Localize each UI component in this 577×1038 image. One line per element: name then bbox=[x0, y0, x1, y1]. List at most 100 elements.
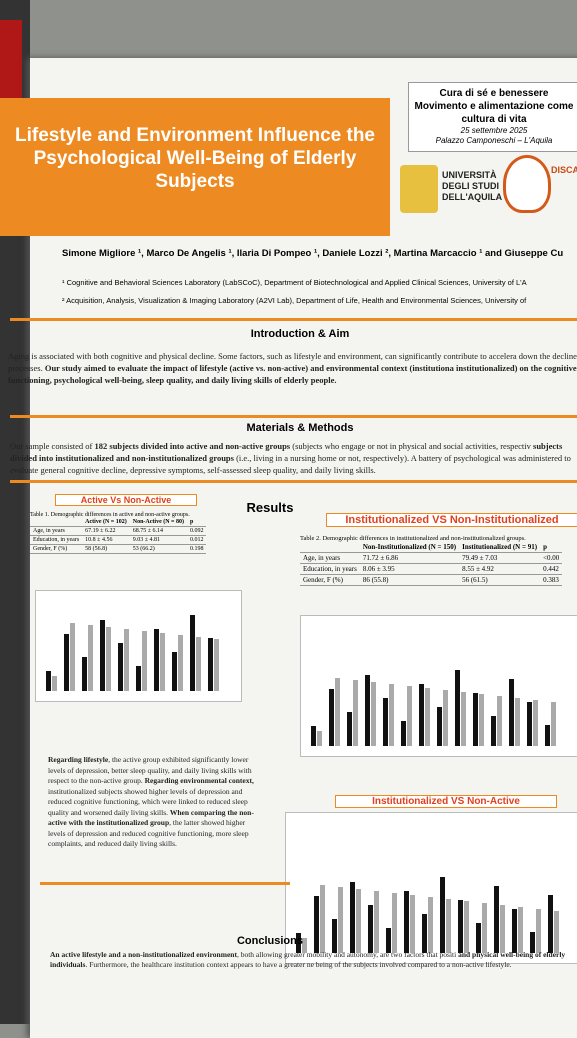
chart-bar bbox=[371, 682, 376, 746]
chart-bar bbox=[335, 678, 340, 746]
text-run: Our study aimed to evaluate the impact o… bbox=[8, 363, 577, 385]
table-cell: 58 (56.8) bbox=[82, 544, 130, 554]
chart-bar bbox=[142, 631, 147, 691]
table-row: Age, in years 71.72 ± 6.86 79.49 ± 7.03 <0.… bbox=[300, 552, 563, 564]
chart-bar bbox=[302, 938, 307, 953]
table-cell: 79.49 ± 7.03 bbox=[459, 552, 541, 564]
event-line: cultura di vita bbox=[461, 114, 527, 125]
chart-bar bbox=[332, 919, 337, 953]
table-cell: 0.383 bbox=[540, 574, 563, 586]
chart-bar bbox=[154, 629, 159, 691]
table-cell: 0.442 bbox=[540, 563, 563, 575]
chart-bar bbox=[410, 895, 415, 953]
header-cell bbox=[30, 518, 83, 527]
title: Lifestyle and Environment Influence the … bbox=[14, 125, 375, 192]
header-cell: Active (N = 102) bbox=[82, 518, 130, 527]
table2: Table 2. Demographic differences in inst… bbox=[300, 535, 577, 586]
table-cell: <0.00 bbox=[540, 552, 563, 564]
text-run: Our sample consisted of bbox=[10, 441, 95, 451]
affiliation: ² Acquisition, Analysis, Visualization &… bbox=[62, 296, 527, 305]
table-cell: 0.198 bbox=[186, 544, 207, 554]
text-run: subjects divided into institutionalized … bbox=[10, 441, 563, 463]
chart-bar bbox=[494, 886, 499, 953]
chart-bar bbox=[82, 657, 87, 691]
table-cell: Gender, F (%) bbox=[300, 574, 360, 586]
chart-bar bbox=[512, 909, 517, 953]
chart-bar bbox=[320, 885, 325, 953]
table-cell: 0.092 bbox=[186, 526, 207, 536]
chart-bar bbox=[479, 694, 484, 746]
table-cell: Education, in years bbox=[300, 563, 360, 575]
table-row: Education, in years 10.8 ± 4.56 9.03 ± 4.8… bbox=[30, 535, 207, 545]
text-run: , the latter showed higher levels of dep… bbox=[48, 818, 249, 848]
authors: Simone Migliore ¹, Marco De Angelis ¹, I… bbox=[62, 248, 564, 259]
divider bbox=[40, 882, 290, 885]
chart-bar bbox=[88, 625, 93, 691]
chart-image bbox=[35, 590, 242, 702]
chart-bar bbox=[296, 933, 301, 953]
chart-bar bbox=[208, 638, 213, 691]
chart-bar bbox=[356, 889, 361, 953]
chart-bar bbox=[64, 634, 69, 691]
divider bbox=[10, 415, 577, 418]
chart-bar bbox=[314, 896, 319, 953]
chart-bar bbox=[437, 707, 442, 746]
chart-bar bbox=[70, 623, 75, 691]
chart-bar bbox=[118, 643, 123, 691]
chart-image bbox=[285, 812, 577, 964]
panel-title: Institutionalized VS Non-Institutionaliz… bbox=[326, 513, 577, 527]
event-date: 25 settembre 2025 bbox=[460, 126, 528, 135]
event-place: Palazzo Camponeschi – L'Aquila bbox=[435, 136, 553, 145]
chart-bar bbox=[46, 671, 51, 691]
chart-bar bbox=[214, 639, 219, 691]
chart-bar bbox=[422, 914, 427, 953]
chart-bar bbox=[100, 620, 105, 691]
table-cell: 56 (61.5) bbox=[459, 574, 541, 586]
title-banner: Lifestyle and Environment Influence the … bbox=[0, 98, 390, 236]
text-run: institutionalized subjects showed higher… bbox=[48, 786, 248, 817]
chart-bar bbox=[518, 907, 523, 953]
text-run: Regarding environmental context, bbox=[144, 776, 254, 785]
table-cell: 67.19 ± 6.22 bbox=[82, 526, 130, 536]
univ-logo bbox=[400, 165, 438, 213]
table-caption: Table 2. Demographic differences in inst… bbox=[300, 535, 526, 542]
text-run: Regarding lifestyle bbox=[48, 755, 109, 764]
affiliation: ¹ Cognitive and Behavioral Sciences Labo… bbox=[62, 278, 527, 287]
red-object bbox=[0, 20, 22, 110]
chart-bar bbox=[160, 633, 165, 691]
chart-bar bbox=[461, 692, 466, 746]
table-row: Gender, F (%) 86 (55.8) 56 (61.5) 0.383 bbox=[300, 574, 563, 586]
chart-bar bbox=[407, 686, 412, 746]
chart-bar bbox=[482, 903, 487, 953]
chart-bar bbox=[311, 726, 316, 746]
chart-bar bbox=[392, 893, 397, 953]
table-cell: 8.06 ± 3.95 bbox=[359, 563, 460, 575]
univ-name: UNIVERSITÀ DEGLI STUDI DELL'AQUILA bbox=[442, 170, 503, 202]
chart-bar bbox=[458, 900, 463, 953]
chart-bar bbox=[350, 882, 355, 953]
text-run: , the active group exhibited significant… bbox=[48, 755, 252, 785]
text-run: and physical well-being of elderly indiv… bbox=[50, 950, 566, 969]
divider bbox=[10, 480, 577, 483]
chart-bar bbox=[554, 911, 559, 953]
discab-logo bbox=[503, 155, 551, 213]
text-run: (i.e., living in a nursing home or not, … bbox=[10, 453, 571, 475]
chart-bar bbox=[536, 909, 541, 953]
header-cell: p bbox=[186, 518, 207, 527]
chart-bar bbox=[347, 712, 352, 746]
chart-bar bbox=[52, 676, 57, 691]
header-cell: Non-Active (N = 80) bbox=[129, 518, 187, 527]
table-cell: 71.72 ± 6.86 bbox=[359, 552, 460, 564]
chart-bar bbox=[548, 895, 553, 953]
event-box: Cura di sé e benessere Movimento e alime… bbox=[408, 82, 577, 152]
chart-bar bbox=[476, 923, 481, 953]
table-header: Active (N = 102) Non-Active (N = 80) p bbox=[30, 518, 207, 527]
table-cell: 53 (66.2) bbox=[129, 544, 187, 554]
table: Non-Institutionalized (N = 150) Instituti… bbox=[300, 542, 563, 586]
table-cell: Age, in years bbox=[30, 526, 83, 536]
chart-bar bbox=[190, 615, 195, 691]
text-run: (subjects who engage or not in physical … bbox=[290, 441, 534, 451]
table-cell: 68.75 ± 6.14 bbox=[129, 526, 187, 536]
table-cell: 9.03 ± 4.81 bbox=[129, 535, 187, 545]
table-cell: Education, in years bbox=[30, 535, 83, 545]
